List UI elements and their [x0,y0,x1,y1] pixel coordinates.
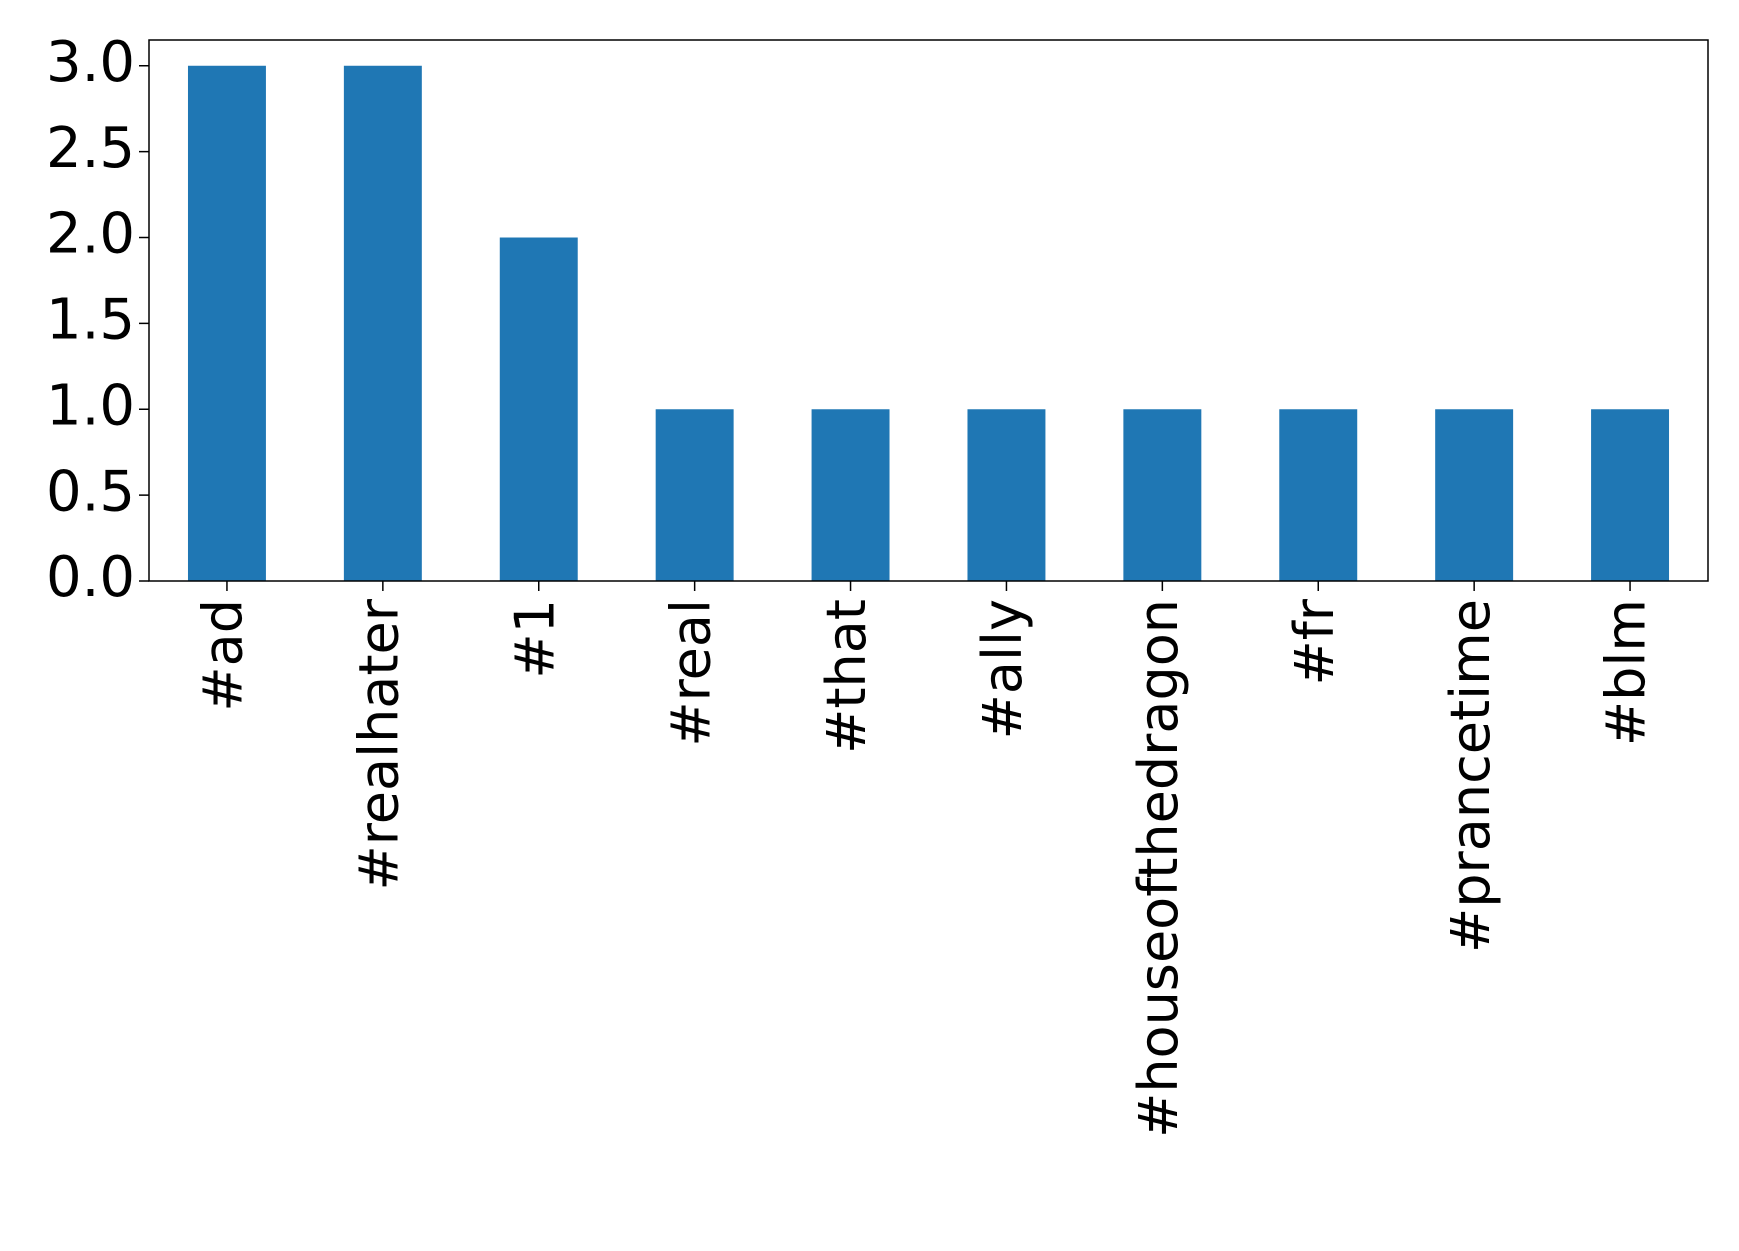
x-tick-label: #1 [503,599,566,679]
y-tick-label: 2.0 [46,202,135,267]
bar [967,409,1046,581]
x-tick-label: #blm [1595,599,1658,746]
plot-frame [148,39,1709,582]
x-tick-label: #that [815,599,878,754]
bar [811,409,890,581]
y-tick-label: 2.5 [46,116,135,181]
bar [1591,409,1670,581]
x-tick-label: #ad [192,599,255,712]
x-tick-label: #real [659,599,722,747]
bar [1123,409,1202,581]
bar [343,65,422,581]
bar [187,65,266,581]
y-tick-label: 1.0 [46,373,135,438]
bar [1435,409,1514,581]
x-tick-label: #realhater [347,598,410,890]
bar [499,237,578,581]
x-tick-label: #fr [1283,598,1346,685]
x-tick-label: #ally [971,599,1034,739]
y-tick-label: 0.0 [46,545,135,610]
y-tick-label: 3.0 [46,30,135,95]
y-tick-label: 1.5 [46,288,135,353]
bar [655,409,734,581]
bar [1279,409,1358,581]
y-tick-label: 0.5 [46,459,135,524]
x-tick-label: #houseofthedragon [1127,599,1190,1138]
x-tick-label: #prancetime [1439,599,1502,953]
